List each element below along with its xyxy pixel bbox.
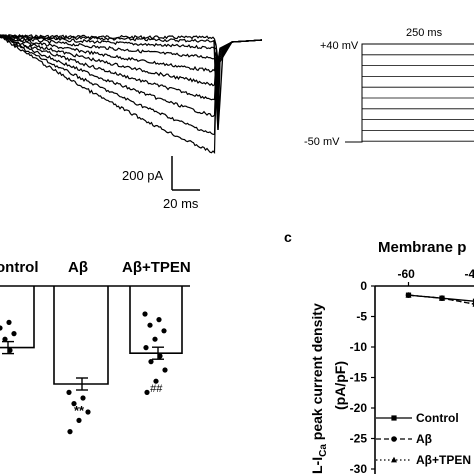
data-point <box>6 319 12 325</box>
trace-line <box>0 35 263 136</box>
bar-panel: ontrol Aβ Aβ+TPEN ** ## <box>0 259 191 435</box>
protocol-top-label: +40 mV <box>320 40 359 52</box>
data-point <box>0 325 3 331</box>
x-axis-title: Membrane p <box>378 239 466 256</box>
trace-line <box>0 34 263 90</box>
data-point <box>142 311 148 317</box>
scale-time-label: 20 ms <box>163 196 199 211</box>
y-tick-label: -20 <box>350 401 368 415</box>
legend-marker <box>391 415 397 421</box>
data-point <box>153 378 159 384</box>
data-point <box>161 328 167 334</box>
protocol-duration-label: 250 ms <box>406 27 443 39</box>
series-line <box>408 294 474 305</box>
protocol-outline <box>345 43 474 143</box>
svg-text:L-ICa peak current density: L-ICa peak current density <box>309 303 329 474</box>
data-point <box>162 367 168 373</box>
data-point <box>76 417 82 423</box>
trace-line <box>0 35 263 155</box>
data-point <box>156 317 162 323</box>
y-tick-label: -30 <box>350 462 368 474</box>
bar-category-ab: Aβ <box>68 259 88 276</box>
data-point <box>144 389 150 395</box>
y-tick-label: 0 <box>360 279 367 293</box>
series-line <box>408 294 474 305</box>
scale-current-label: 200 pA <box>122 168 164 183</box>
data-point <box>11 331 17 337</box>
legend-marker <box>391 456 397 463</box>
legend-marker <box>391 436 397 442</box>
bar-ab <box>53 286 109 385</box>
current-traces <box>0 33 263 155</box>
data-point <box>157 353 163 359</box>
y-tick-label: -10 <box>350 340 368 354</box>
series-point <box>439 295 445 301</box>
data-point <box>7 347 13 353</box>
sig-tpen-label: ## <box>150 383 163 395</box>
y-tick-label: -5 <box>356 310 367 324</box>
data-point <box>80 395 86 401</box>
protocol-hold-label: -50 mV <box>304 136 340 148</box>
trace-line <box>0 34 263 68</box>
legend-label: Aβ <box>416 432 432 446</box>
series-point <box>405 291 412 298</box>
tail-spike <box>213 39 224 131</box>
data-point <box>148 359 154 365</box>
data-point <box>143 345 149 351</box>
bar-ab-tpen <box>129 286 183 354</box>
panel-c-label: c <box>284 229 292 245</box>
voltage-protocol: +40 mV -50 mV 250 ms <box>304 27 474 148</box>
data-point <box>66 389 72 395</box>
bar-category-ab-tpen: Aβ+TPEN <box>122 259 191 276</box>
iv-panel: c Membrane p L-ICa peak current density … <box>284 229 474 474</box>
scale-bar: 200 pA 20 ms <box>122 156 200 211</box>
y-axis-title: L-ICa peak current density <box>309 303 329 474</box>
y-tick-label: -15 <box>350 371 368 385</box>
legend-label: Aβ+TPEN <box>416 453 471 467</box>
data-point <box>85 409 91 415</box>
bar-category-control: ontrol <box>0 259 39 276</box>
bar-control <box>0 286 35 349</box>
data-point <box>71 401 77 407</box>
series-line <box>408 294 474 302</box>
legend-label: Control <box>416 411 459 425</box>
sig-ab-label: ** <box>74 403 85 418</box>
x-tick-label: -60 <box>398 267 416 281</box>
data-point <box>152 336 158 342</box>
trace-line <box>0 34 263 101</box>
data-point <box>67 429 73 435</box>
trace-line <box>0 34 263 74</box>
y-tick-label: -25 <box>350 432 368 446</box>
trace-line <box>0 34 263 118</box>
x-tick-label: -40 <box>465 267 474 281</box>
trace-line <box>0 35 263 82</box>
data-point <box>2 336 8 342</box>
data-point <box>147 322 153 328</box>
y-axis-unit: (pA/pF) <box>332 361 348 410</box>
series-point <box>472 298 474 304</box>
